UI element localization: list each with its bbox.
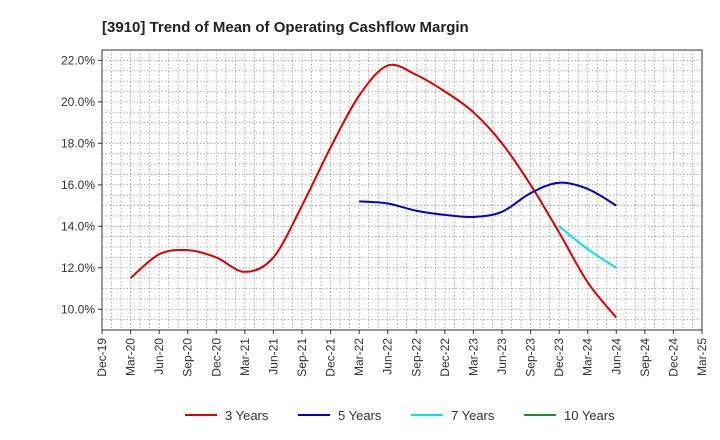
x-tick-label: Sep-21	[295, 338, 309, 377]
legend: 3 Years 5 Years 7 Years 10 Years	[185, 408, 615, 423]
x-tick-label: Dec-19	[95, 338, 109, 377]
x-tick-label: Sep-22	[409, 338, 423, 377]
x-tick-label: Jun-23	[495, 338, 509, 375]
x-tick-label: Mar-25	[695, 338, 709, 376]
x-tick-label: Mar-24	[581, 338, 595, 376]
x-tick-label: Sep-20	[181, 338, 195, 377]
x-tick-label: Jun-20	[152, 338, 166, 375]
x-tick-label: Mar-20	[124, 338, 138, 376]
legend-label-5-years: 5 Years	[338, 408, 382, 423]
legend-label-7-years: 7 Years	[451, 408, 495, 423]
series-line-5-years	[359, 181, 617, 219]
x-tick-label: Dec-24	[666, 338, 680, 377]
x-tick-label: Jun-21	[266, 338, 280, 375]
plot-area: 10.0% 12.0% 14.0% 16.0% 18.0% 20.0% 22.0% Dec-1…	[61, 49, 709, 377]
legend-label-3-years: 3 Years	[225, 408, 269, 423]
x-tick-label: Sep-23	[524, 338, 538, 377]
legend-label-10-years: 10 Years	[564, 408, 615, 423]
chart-title: [3910] Trend of Mean of Operating Cashfl…	[102, 19, 469, 36]
y-tick-label: 18.0%	[61, 136, 95, 150]
plot-frame	[101, 49, 703, 331]
x-tick-label: Sep-24	[638, 338, 652, 377]
x-tick-label: Dec-23	[552, 338, 566, 377]
y-tick-label: 12.0%	[61, 261, 95, 275]
y-tick-label: 20.0%	[61, 95, 95, 109]
y-tick-label: 14.0%	[61, 219, 95, 233]
x-tick-label: Mar-21	[238, 338, 252, 376]
x-tick-label: Mar-22	[352, 338, 366, 376]
x-tick-label: Dec-22	[438, 338, 452, 377]
y-tick-label: 10.0%	[61, 302, 95, 316]
x-tick-label: Dec-21	[324, 338, 338, 377]
x-tick-label: Jun-22	[381, 338, 395, 375]
x-tick-label: Jun-24	[609, 338, 623, 375]
series-line-7-years	[558, 225, 617, 269]
x-tick-label: Dec-20	[209, 338, 223, 377]
y-tick-label: 16.0%	[61, 178, 95, 192]
series-line-3-years	[129, 63, 618, 319]
y-tick-label: 22.0%	[61, 53, 95, 67]
x-tick-label: Mar-23	[466, 338, 480, 376]
